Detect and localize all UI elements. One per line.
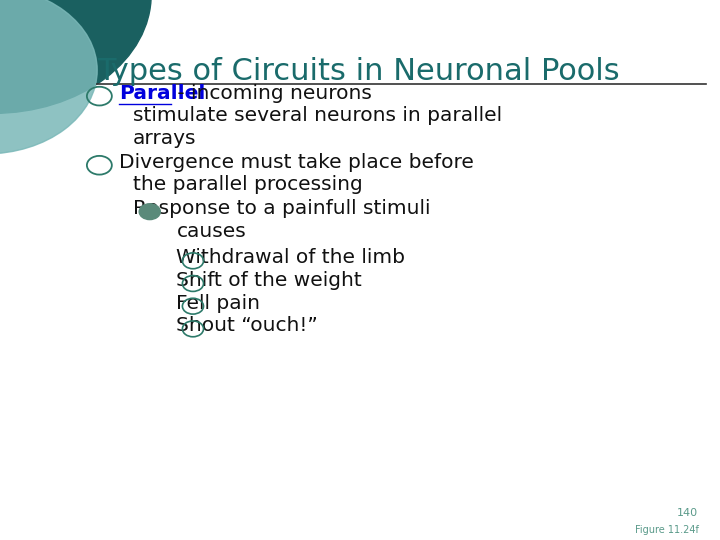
Text: causes: causes (176, 222, 246, 241)
Text: the parallel processing: the parallel processing (133, 176, 363, 194)
Text: Shout “ouch!”: Shout “ouch!” (176, 316, 318, 335)
Text: Types of Circuits in Neuronal Pools: Types of Circuits in Neuronal Pools (97, 57, 620, 86)
Circle shape (0, 0, 151, 113)
Text: Shift of the weight: Shift of the weight (176, 271, 362, 290)
Circle shape (139, 204, 161, 220)
Text: Parallel: Parallel (119, 84, 205, 103)
Text: Figure 11.24f: Figure 11.24f (634, 524, 698, 535)
Text: 140: 140 (678, 508, 698, 518)
Text: stimulate several neurons in parallel: stimulate several neurons in parallel (133, 106, 503, 125)
Text: Divergence must take place before: Divergence must take place before (119, 153, 474, 172)
Text: Withdrawal of the limb: Withdrawal of the limb (176, 248, 405, 267)
Text: Response to a painfull stimuli: Response to a painfull stimuli (133, 199, 431, 218)
Text: arrays: arrays (133, 129, 197, 148)
Text: - incoming neurons: - incoming neurons (171, 84, 372, 103)
Text: Fell pain: Fell pain (176, 294, 261, 313)
Circle shape (0, 0, 97, 154)
